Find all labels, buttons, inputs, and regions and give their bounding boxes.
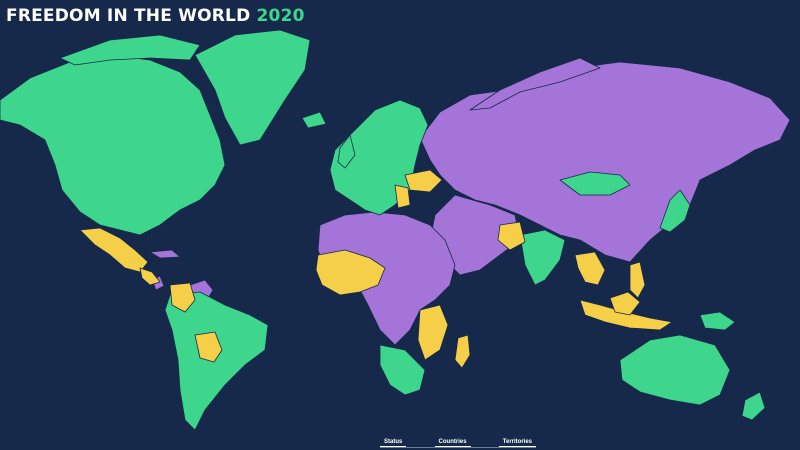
region-west-africa[interactable] — [315, 249, 386, 296]
region-east-africa[interactable] — [417, 304, 449, 361]
tabs-divider — [380, 447, 536, 448]
region-new-zealand[interactable] — [741, 391, 766, 421]
region-southeast-asia[interactable] — [574, 251, 606, 286]
region-mongolia[interactable] — [559, 171, 631, 196]
region-uk[interactable] — [337, 134, 356, 169]
region-philippines[interactable] — [629, 261, 646, 299]
region-mexico[interactable] — [79, 227, 149, 273]
region-central-america[interactable] — [139, 267, 161, 286]
region-colombia[interactable] — [169, 282, 196, 313]
region-north-america[interactable] — [0, 54, 226, 236]
region-ukraine[interactable] — [404, 169, 443, 193]
region-pakistan[interactable] — [497, 221, 526, 251]
region-bolivia-paraguay[interactable] — [194, 331, 223, 363]
tab-territories[interactable]: Territories — [498, 438, 536, 447]
free-regions — [0, 29, 766, 431]
tab-status[interactable]: Status — [380, 438, 407, 447]
map-title: FREEDOM IN THE WORLD 2020 — [6, 6, 305, 26]
region-svalbard-arctic[interactable] — [469, 57, 601, 111]
title-text: FREEDOM IN THE WORLD — [6, 6, 251, 26]
region-balkans[interactable] — [394, 184, 411, 209]
title-year: 2020 — [256, 6, 305, 26]
partly-free-regions — [79, 169, 673, 369]
region-south-america[interactable] — [164, 291, 269, 431]
region-papua[interactable] — [699, 311, 736, 331]
view-tabs: Status Countries Territories — [380, 438, 536, 450]
region-australia[interactable] — [619, 334, 731, 406]
region-greenland[interactable] — [194, 29, 311, 146]
tab-countries[interactable]: Countries — [434, 438, 471, 447]
region-borneo[interactable] — [609, 291, 641, 316]
region-india[interactable] — [519, 229, 566, 286]
region-iceland[interactable] — [301, 111, 327, 129]
region-cuba[interactable] — [149, 249, 181, 259]
region-southern-africa[interactable] — [379, 344, 426, 396]
region-canadian-arctic[interactable] — [59, 34, 201, 66]
region-indonesia[interactable] — [579, 299, 673, 331]
region-madagascar[interactable] — [454, 334, 471, 369]
region-japan[interactable] — [659, 189, 691, 233]
